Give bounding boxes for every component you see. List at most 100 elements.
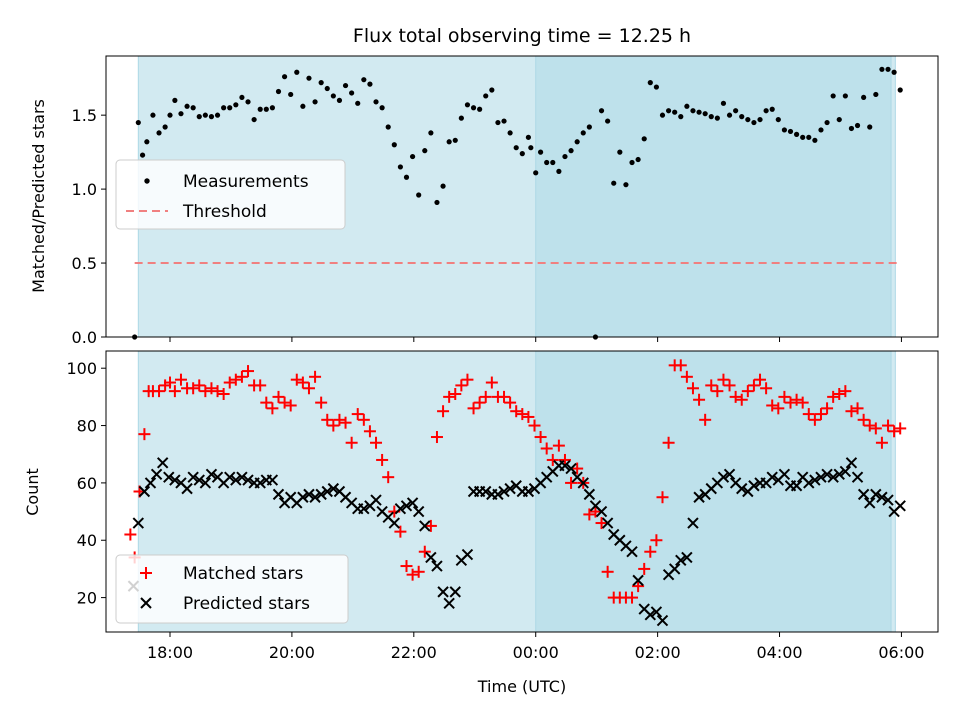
measurement-point bbox=[144, 139, 150, 145]
predicted-star-point bbox=[224, 471, 236, 483]
predicted-star-point bbox=[358, 502, 370, 515]
measurement-point bbox=[403, 174, 410, 180]
predicted-star-point bbox=[851, 471, 864, 483]
observing-window-shading bbox=[137, 55, 896, 338]
bottom-legend: Matched stars Predicted stars bbox=[115, 554, 349, 624]
matched-star-point bbox=[260, 396, 273, 409]
predicted-star-point bbox=[461, 548, 474, 561]
measurement-point bbox=[172, 97, 178, 103]
measurement-point bbox=[861, 94, 867, 101]
matched-star-point bbox=[839, 385, 852, 398]
matched-star-point bbox=[693, 393, 706, 406]
matched-star-point bbox=[699, 413, 712, 426]
predicted-star-point bbox=[687, 517, 699, 529]
matched-star-point bbox=[522, 410, 535, 423]
bottom-x-axis-ticks: 18:00 20:00 22:00 00:00 02:00 04:00 06:00 bbox=[147, 632, 924, 662]
measurement-point bbox=[507, 130, 513, 136]
matched-star-point bbox=[686, 382, 699, 395]
measurement-point bbox=[409, 153, 416, 160]
measurement-point bbox=[580, 130, 586, 136]
measurement-point bbox=[251, 116, 257, 123]
measurement-point bbox=[854, 122, 861, 129]
predicted-star-point bbox=[419, 520, 431, 532]
matched-star-point bbox=[153, 385, 166, 398]
predicted-star-point bbox=[132, 517, 145, 529]
measurement-point bbox=[879, 66, 885, 72]
matched-star-point bbox=[394, 525, 407, 538]
matched-star-point bbox=[254, 379, 267, 392]
y-tick-label: 100 bbox=[66, 359, 97, 378]
predicted-star-point bbox=[394, 502, 407, 515]
matched-star-point bbox=[424, 519, 437, 532]
measurement-point bbox=[391, 142, 397, 148]
matched-star-point bbox=[650, 534, 663, 547]
measurement-point bbox=[501, 118, 507, 124]
matched-star-point bbox=[747, 379, 760, 392]
matched-star-point bbox=[418, 545, 431, 558]
predicted-star-point bbox=[150, 468, 163, 481]
predicted-star-point bbox=[321, 485, 333, 498]
matched-star-point bbox=[821, 402, 834, 415]
matched-star-point bbox=[571, 462, 584, 475]
matched-star-point bbox=[827, 390, 840, 403]
y-tick-label: 40 bbox=[77, 531, 97, 550]
measurement-point bbox=[818, 127, 824, 133]
measurement-point bbox=[891, 69, 897, 75]
matched-star-point bbox=[552, 439, 565, 452]
legend-measurements-label: Measurements bbox=[183, 172, 309, 192]
measurement-point bbox=[617, 149, 623, 155]
measurement-point bbox=[533, 170, 539, 176]
matched-star-point bbox=[345, 436, 358, 449]
matched-star-point bbox=[229, 373, 242, 386]
measurement-point bbox=[156, 130, 162, 136]
matched-star-point bbox=[894, 422, 907, 435]
y-tick-label: 60 bbox=[77, 474, 97, 493]
measurement-point bbox=[867, 124, 873, 130]
measurement-point bbox=[769, 106, 775, 112]
predicted-star-point bbox=[297, 491, 309, 503]
measurement-point bbox=[324, 85, 330, 92]
y-tick-label: 80 bbox=[77, 417, 97, 436]
matched-star-point bbox=[869, 422, 882, 435]
measurement-point bbox=[562, 153, 568, 160]
measurement-point bbox=[233, 102, 239, 108]
matched-star-point bbox=[223, 376, 236, 389]
matched-star-point bbox=[626, 591, 639, 604]
matched-star-point bbox=[851, 402, 864, 415]
predicted-star-point bbox=[632, 574, 644, 587]
measurement-point bbox=[342, 82, 349, 89]
matched-star-point bbox=[290, 373, 303, 386]
matched-star-point bbox=[437, 405, 450, 418]
measurement-point bbox=[452, 137, 458, 143]
measurement-point bbox=[824, 119, 830, 126]
predicted-star-point bbox=[577, 477, 589, 489]
matched-star-point bbox=[705, 379, 718, 392]
legend-threshold-label: Threshold bbox=[182, 202, 267, 222]
matched-star-point bbox=[235, 370, 248, 383]
measurement-point bbox=[568, 148, 574, 154]
predicted-star-point bbox=[504, 482, 516, 495]
predicted-star-point bbox=[327, 482, 340, 495]
predicted-star-point bbox=[650, 606, 663, 618]
measurement-point bbox=[720, 100, 727, 106]
measurement-point bbox=[150, 112, 156, 118]
measurement-point bbox=[775, 116, 781, 123]
matched-star-point bbox=[430, 431, 443, 444]
x-tick-label: 00:00 bbox=[513, 643, 559, 662]
matched-star-point bbox=[589, 505, 602, 518]
measurement-point bbox=[751, 119, 757, 126]
measurement-point bbox=[397, 164, 403, 170]
measurement-point bbox=[544, 159, 550, 166]
predicted-star-point bbox=[656, 614, 669, 627]
bottom-plot-frame bbox=[105, 350, 939, 633]
matched-star-point bbox=[656, 491, 669, 504]
measurement-point bbox=[513, 145, 519, 151]
measurement-point bbox=[684, 103, 690, 109]
matched-star-point bbox=[339, 416, 352, 429]
measurement-point bbox=[873, 91, 879, 98]
measurement-point bbox=[306, 75, 312, 81]
predicted-star-point bbox=[644, 609, 657, 621]
matched-star-point bbox=[479, 390, 492, 403]
measurement-point bbox=[806, 134, 812, 140]
predicted-star-point bbox=[437, 586, 449, 598]
